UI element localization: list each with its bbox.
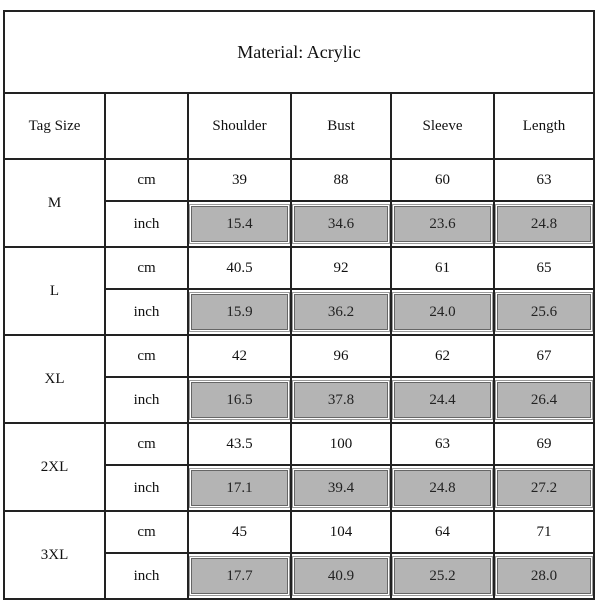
cell-cm: 62 xyxy=(390,334,495,378)
cell-cm: 40.5 xyxy=(187,246,292,290)
unit-cm: cm xyxy=(104,158,189,202)
cell-inch-value: 15.4 xyxy=(189,204,290,244)
cell-inch: 40.9 xyxy=(290,552,392,600)
cell-cm: 88 xyxy=(290,158,392,202)
cell-inch-value: 26.4 xyxy=(495,380,593,420)
size-chart-table: Material: Acrylic Tag Size Shoulder Bust… xyxy=(3,10,595,600)
cell-inch-value: 40.9 xyxy=(292,556,390,596)
table-row-inch: inch 17.7 40.9 25.2 28.0 xyxy=(4,552,595,600)
cell-cm: 65 xyxy=(493,246,595,290)
cell-cm: 43.5 xyxy=(187,422,292,466)
cell-inch-value: 15.9 xyxy=(189,292,290,332)
cell-inch: 24.0 xyxy=(390,288,495,336)
cell-inch: 36.2 xyxy=(290,288,392,336)
unit-inch: inch xyxy=(104,288,189,336)
cell-cm: 39 xyxy=(187,158,292,202)
table-row-cm: XL cm 42 96 62 67 xyxy=(3,334,595,424)
cell-cm: 42 xyxy=(187,334,292,378)
cell-inch: 24.8 xyxy=(390,464,495,512)
size-label: 2XL xyxy=(3,422,106,512)
unit-inch: inch xyxy=(104,376,189,424)
cell-cm: 96 xyxy=(290,334,392,378)
cell-cm: 69 xyxy=(493,422,595,466)
unit-cm: cm xyxy=(104,422,189,466)
unit-cm: cm xyxy=(104,246,189,290)
cell-cm: 71 xyxy=(493,510,595,554)
table-row-cm: 3XL cm 45 104 64 71 xyxy=(3,510,595,600)
cell-inch: 17.1 xyxy=(187,464,292,512)
header-sleeve: Sleeve xyxy=(390,92,495,160)
cell-inch: 25.6 xyxy=(493,288,595,336)
cell-inch: 24.4 xyxy=(390,376,495,424)
cell-inch: 25.2 xyxy=(390,552,495,600)
table-title: Material: Acrylic xyxy=(3,10,595,94)
header-tag-size: Tag Size xyxy=(3,92,106,160)
cell-inch-value: 24.8 xyxy=(392,468,493,508)
cell-inch: 17.7 xyxy=(187,552,292,600)
cell-inch-value: 24.8 xyxy=(495,204,593,244)
table-row-cm: 2XL cm 43.5 100 63 69 xyxy=(3,422,595,512)
cell-inch-value: 24.0 xyxy=(392,292,493,332)
cell-inch-value: 17.1 xyxy=(189,468,290,508)
unit-cm: cm xyxy=(104,334,189,378)
header-shoulder: Shoulder xyxy=(187,92,292,160)
unit-inch: inch xyxy=(104,200,189,248)
header-row: Tag Size Shoulder Bust Sleeve Length xyxy=(3,92,595,160)
cell-inch-value: 37.8 xyxy=(292,380,390,420)
cell-cm: 104 xyxy=(290,510,392,554)
header-length: Length xyxy=(493,92,595,160)
cell-inch: 23.6 xyxy=(390,200,495,248)
cell-inch: 28.0 xyxy=(493,552,595,600)
cell-cm: 60 xyxy=(390,158,495,202)
cell-cm: 100 xyxy=(290,422,392,466)
cell-inch: 24.8 xyxy=(493,200,595,248)
table-row-inch: inch 17.1 39.4 24.8 27.2 xyxy=(4,464,595,512)
cell-inch: 16.5 xyxy=(187,376,292,424)
size-label: 3XL xyxy=(3,510,106,600)
cell-inch-value: 17.7 xyxy=(189,556,290,596)
cell-inch: 15.4 xyxy=(187,200,292,248)
cell-inch: 39.4 xyxy=(290,464,392,512)
cell-inch: 34.6 xyxy=(290,200,392,248)
unit-inch: inch xyxy=(104,552,189,600)
cell-cm: 45 xyxy=(187,510,292,554)
table-row-inch: inch 15.9 36.2 24.0 25.6 xyxy=(4,288,595,336)
size-label: XL xyxy=(3,334,106,424)
cell-cm: 92 xyxy=(290,246,392,290)
cell-cm: 63 xyxy=(390,422,495,466)
cell-inch-value: 39.4 xyxy=(292,468,390,508)
header-bust: Bust xyxy=(290,92,392,160)
cell-inch: 26.4 xyxy=(493,376,595,424)
cell-inch: 37.8 xyxy=(290,376,392,424)
cell-inch-value: 34.6 xyxy=(292,204,390,244)
cell-inch-value: 36.2 xyxy=(292,292,390,332)
header-unit xyxy=(104,92,189,160)
cell-inch: 15.9 xyxy=(187,288,292,336)
cell-inch-value: 25.2 xyxy=(392,556,493,596)
table-row-inch: inch 15.4 34.6 23.6 24.8 xyxy=(4,200,595,248)
cell-inch: 27.2 xyxy=(493,464,595,512)
cell-cm: 63 xyxy=(493,158,595,202)
cell-inch-value: 27.2 xyxy=(495,468,593,508)
cell-inch-value: 24.4 xyxy=(392,380,493,420)
cell-inch-value: 25.6 xyxy=(495,292,593,332)
cell-inch-value: 23.6 xyxy=(392,204,493,244)
cell-inch-value: 28.0 xyxy=(495,556,593,596)
unit-cm: cm xyxy=(104,510,189,554)
cell-cm: 64 xyxy=(390,510,495,554)
cell-inch-value: 16.5 xyxy=(189,380,290,420)
table-row-inch: inch 16.5 37.8 24.4 26.4 xyxy=(4,376,595,424)
cell-cm: 61 xyxy=(390,246,495,290)
cell-cm: 67 xyxy=(493,334,595,378)
size-label: L xyxy=(3,246,106,336)
unit-inch: inch xyxy=(104,464,189,512)
size-label: M xyxy=(3,158,106,248)
